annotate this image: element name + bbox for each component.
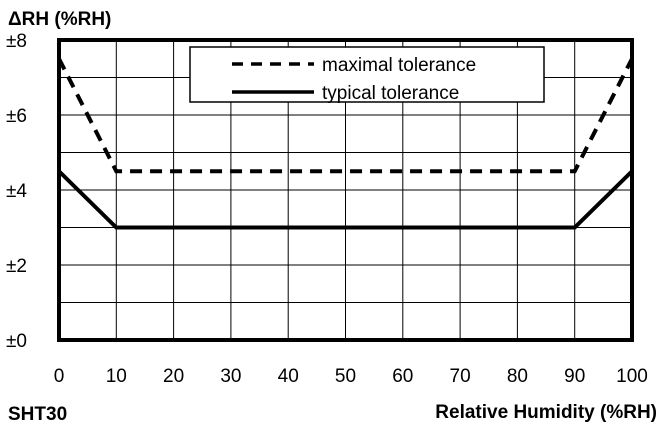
y-axis-label: ΔRH (%RH)	[8, 9, 111, 30]
x-tick-label: 0	[54, 366, 65, 387]
series-layer	[57, 57, 634, 230]
product-label: SHT30	[8, 404, 67, 425]
x-tick-label: 40	[278, 366, 299, 387]
legend-label-typical: typical tolerance	[322, 83, 459, 104]
x-tick-label: 70	[450, 366, 471, 387]
x-tick-label: 60	[392, 366, 413, 387]
x-tick-label: 100	[616, 366, 648, 387]
plot-frame	[57, 38, 634, 342]
legend: maximal tolerance typical tolerance	[189, 46, 545, 104]
x-tick-label: 20	[163, 366, 184, 387]
y-tick-label: ±0	[6, 331, 27, 352]
series-line-typical-tolerance	[57, 169, 634, 230]
x-tick-labels: 0 10 20 30 40 50 60 70 80 90 100	[54, 366, 648, 387]
x-tick-label: 80	[507, 366, 528, 387]
x-tick-label: 90	[564, 366, 585, 387]
y-tick-labels: ±0 ±2 ±4 ±6 ±8	[6, 31, 27, 352]
series-line-maximal-tolerance	[57, 57, 634, 174]
legend-label-maximal: maximal tolerance	[322, 55, 476, 76]
x-tick-label: 10	[106, 366, 127, 387]
y-tick-label: ±8	[6, 31, 27, 52]
x-tick-label: 30	[220, 366, 241, 387]
x-axis-label: Relative Humidity (%RH)	[435, 402, 657, 423]
y-tick-label: ±6	[6, 106, 27, 127]
y-tick-label: ±4	[6, 181, 27, 202]
x-tick-label: 50	[335, 366, 356, 387]
y-tick-label: ±2	[6, 256, 27, 277]
